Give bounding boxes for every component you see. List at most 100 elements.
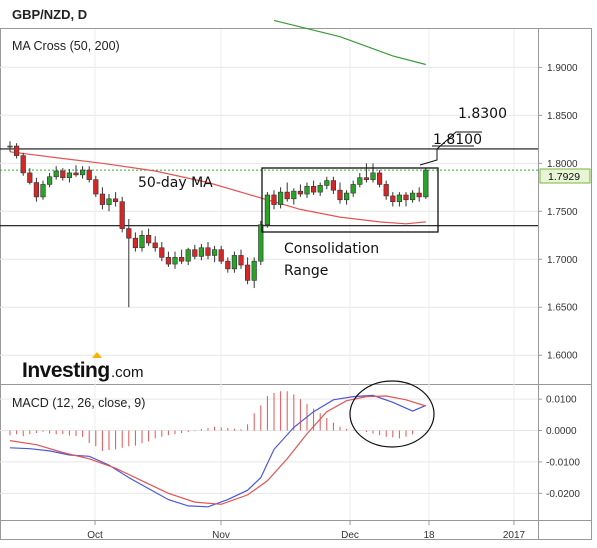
price-y-tick-label: 1.8500 xyxy=(547,111,578,122)
candle-up xyxy=(251,260,257,281)
candle-up xyxy=(423,169,429,198)
candle-down xyxy=(86,169,92,180)
candle-up xyxy=(53,170,59,178)
consolidation-annotation: Consolidation xyxy=(284,241,379,257)
macd-y-tick-label: 0.0100 xyxy=(546,395,577,406)
candle-up xyxy=(304,186,310,195)
candle-up xyxy=(106,198,112,205)
candle-down xyxy=(192,249,198,257)
ma50-line xyxy=(9,151,426,225)
candle-down xyxy=(113,198,119,203)
macd-line xyxy=(9,394,427,508)
candle-down xyxy=(99,193,105,205)
candle-down xyxy=(284,191,290,200)
candle-up xyxy=(185,249,191,262)
candle-down xyxy=(179,257,185,262)
x-axis-labels: Oct Nov Dec 18 2017 xyxy=(87,530,525,541)
candle-down xyxy=(416,192,422,198)
candle-down xyxy=(363,177,370,180)
chart-frame xyxy=(0,28,592,540)
candle-up xyxy=(409,192,416,201)
candle-up xyxy=(396,194,403,203)
candle-up xyxy=(357,177,363,185)
candles xyxy=(7,141,429,308)
price-y-tick-label: 1.6000 xyxy=(547,351,578,362)
candle-up xyxy=(66,172,72,179)
candle-down xyxy=(119,201,125,229)
candle-up xyxy=(370,172,376,180)
candle-down xyxy=(60,170,66,179)
ma50-annotation: 50-day MA xyxy=(138,175,213,191)
ma200-line xyxy=(273,19,426,66)
price-y-tick-label: 1.7500 xyxy=(547,207,578,218)
candle-up xyxy=(258,224,264,262)
candle-down xyxy=(238,255,244,266)
candle-up xyxy=(40,184,46,198)
price-y-tick-label: 1.9000 xyxy=(547,63,578,74)
candle-up xyxy=(291,190,297,200)
candle-down xyxy=(27,172,33,183)
candle-down xyxy=(225,260,231,270)
x-tick-label: 18 xyxy=(423,530,435,541)
candle-down xyxy=(14,145,20,156)
candle-down xyxy=(403,194,409,201)
target-1-label: 1.8100 xyxy=(433,132,482,148)
candle-up xyxy=(264,194,271,226)
price-y-tick-label: 1.6500 xyxy=(547,303,578,314)
x-tick-label: 2017 xyxy=(503,530,526,541)
price-pane-label: MA Cross (50, 200) xyxy=(12,39,120,53)
current-price-value: 1.7929 xyxy=(548,171,580,183)
candle-down xyxy=(271,194,277,205)
candle-down xyxy=(310,186,317,193)
candle-down xyxy=(218,249,224,262)
range-annotation: Range xyxy=(284,263,328,279)
macd-pane-label: MACD (12, 26, close, 9) xyxy=(12,396,145,410)
candle-up xyxy=(277,191,284,205)
candle-down xyxy=(73,172,79,176)
investing-logo: Investing .com xyxy=(22,352,144,382)
y-axis-labels: 1.9000 1.8500 1.8000 1.7500 1.7000 1.6500 1.60… xyxy=(546,63,580,500)
price-y-tick-label: 1.7000 xyxy=(547,255,578,266)
macd-crossover-circle xyxy=(349,380,435,448)
candle-down xyxy=(337,189,343,201)
candle-down xyxy=(376,172,383,185)
candle-up xyxy=(7,145,13,148)
macd-histogram xyxy=(9,391,427,451)
candle-up xyxy=(343,192,350,201)
candle-down xyxy=(146,234,152,244)
candle-up xyxy=(212,249,218,256)
candle-down xyxy=(383,184,389,197)
macd-signal-line xyxy=(9,395,426,505)
candle-down xyxy=(126,228,132,239)
macd-y-tick-label: 0.0000 xyxy=(546,426,577,437)
target-1-pointer xyxy=(419,149,438,166)
x-tick-label: Oct xyxy=(87,530,103,541)
grid xyxy=(0,29,542,525)
candle-up xyxy=(198,247,205,257)
macd-y-tick-label: -0.0100 xyxy=(546,457,580,468)
candle-up xyxy=(80,169,86,176)
candle-down xyxy=(132,237,139,249)
x-tick-label: Dec xyxy=(341,530,359,541)
candle-up xyxy=(139,234,145,249)
candle-up xyxy=(231,255,238,270)
price-y-tick-label: 1.8000 xyxy=(547,159,578,170)
chart-title: GBP/NZD, D xyxy=(12,7,87,22)
candle-down xyxy=(245,264,251,281)
consolidation-box xyxy=(261,167,439,233)
svg-text:Investing: Investing xyxy=(22,359,110,382)
candle-down xyxy=(152,242,158,249)
candle-down xyxy=(330,180,337,191)
target-2-label: 1.8300 xyxy=(458,106,507,122)
target-2-pointer xyxy=(436,131,482,150)
macd-y-tick-label: -0.0200 xyxy=(546,489,580,500)
candle-up xyxy=(172,257,178,265)
candle-down xyxy=(20,155,26,174)
candle-up xyxy=(317,185,323,193)
candle-down xyxy=(390,195,396,203)
moving-averages xyxy=(9,19,426,225)
candle-down xyxy=(159,247,165,258)
candle-up xyxy=(324,180,330,186)
candle-down xyxy=(297,190,304,195)
